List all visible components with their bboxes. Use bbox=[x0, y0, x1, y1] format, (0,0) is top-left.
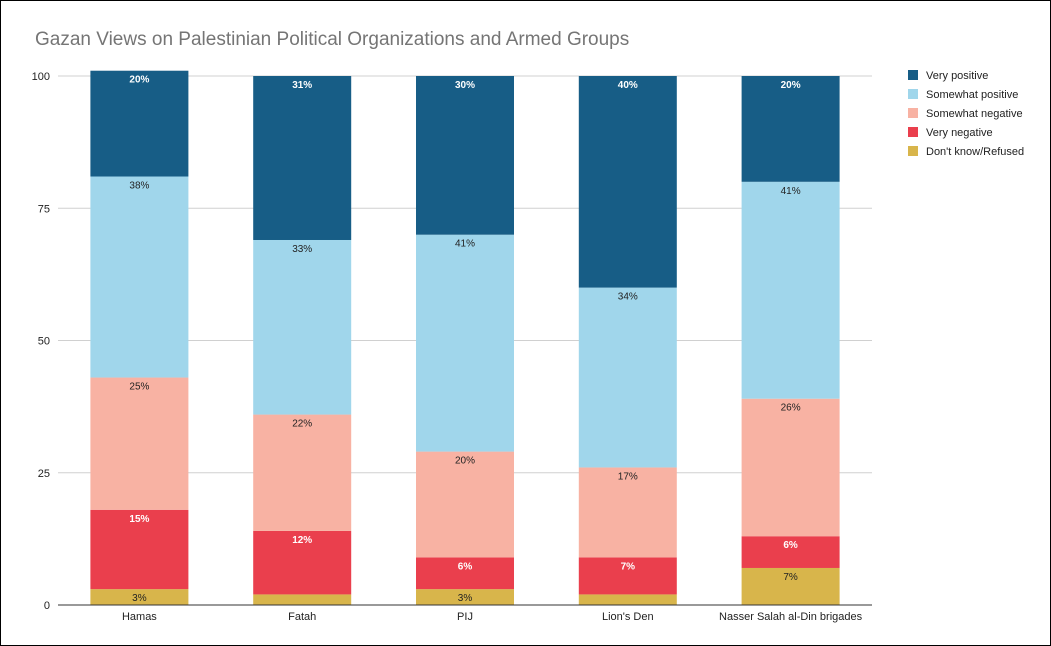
x-category-label: Fatah bbox=[288, 611, 316, 623]
bar-segment bbox=[416, 557, 514, 590]
data-label: 38% bbox=[129, 181, 149, 192]
x-category-label: Lion's Den bbox=[602, 611, 654, 623]
bar-segment bbox=[578, 557, 677, 595]
y-tick-label: 25 bbox=[38, 468, 50, 480]
data-label: 33% bbox=[292, 244, 312, 255]
data-label: 22% bbox=[292, 419, 312, 430]
data-label: 6% bbox=[783, 540, 798, 551]
bar-segment bbox=[90, 509, 189, 590]
bar-segment bbox=[741, 181, 840, 399]
bar-segment bbox=[416, 234, 514, 452]
bar-segment bbox=[416, 451, 514, 558]
x-category-label: Nasser Salah al-Din brigades bbox=[719, 611, 863, 623]
data-label: 7% bbox=[783, 572, 798, 583]
data-label: 3% bbox=[132, 593, 147, 604]
chart-title: Gazan Views on Palestinian Political Org… bbox=[35, 29, 630, 50]
bar-segment bbox=[253, 414, 352, 531]
legend-label: Somewhat negative bbox=[926, 108, 1023, 120]
data-label: 15% bbox=[129, 514, 149, 525]
legend-label: Don't know/Refused bbox=[926, 146, 1024, 158]
bar-segment bbox=[741, 76, 840, 182]
data-label: 31% bbox=[292, 80, 312, 91]
data-label: 41% bbox=[781, 186, 801, 197]
data-label: 34% bbox=[618, 292, 638, 303]
x-category-label: PIJ bbox=[457, 611, 473, 623]
data-label: 26% bbox=[781, 403, 801, 414]
data-label: 41% bbox=[455, 239, 475, 250]
bar-segment bbox=[416, 76, 514, 235]
legend-label: Somewhat positive bbox=[926, 89, 1018, 101]
bar-segment bbox=[253, 594, 352, 605]
data-label: 40% bbox=[618, 80, 638, 91]
legend-label: Very positive bbox=[926, 70, 988, 82]
data-label: 30% bbox=[455, 80, 475, 91]
bar-segment bbox=[253, 76, 352, 240]
legend-swatch bbox=[908, 146, 918, 156]
x-category-label: Hamas bbox=[122, 611, 157, 623]
legend-swatch bbox=[908, 70, 918, 80]
bar-segment bbox=[253, 239, 352, 415]
data-label: 3% bbox=[458, 593, 473, 604]
legend-swatch bbox=[908, 89, 918, 99]
bar-segment bbox=[90, 176, 189, 378]
bar-segment bbox=[578, 467, 677, 558]
data-label: 20% bbox=[455, 456, 475, 467]
data-label: 20% bbox=[129, 75, 149, 86]
bar-segment bbox=[741, 536, 840, 568]
y-tick-label: 75 bbox=[38, 203, 50, 215]
bar-segment bbox=[416, 589, 514, 605]
bar-segment bbox=[90, 377, 189, 510]
legend-swatch bbox=[908, 127, 918, 137]
bar-segment bbox=[90, 70, 189, 177]
bar-segment bbox=[578, 287, 677, 468]
data-label: 20% bbox=[781, 80, 801, 91]
data-label: 6% bbox=[458, 561, 473, 572]
legend-label: Very negative bbox=[926, 127, 993, 139]
legend-swatch bbox=[908, 108, 918, 118]
data-label: 7% bbox=[621, 561, 636, 572]
bar-segment bbox=[578, 76, 677, 288]
data-label: 17% bbox=[618, 471, 638, 482]
data-label: 12% bbox=[292, 535, 312, 546]
bar-segment bbox=[90, 589, 189, 605]
data-label: 25% bbox=[129, 382, 149, 393]
y-tick-label: 0 bbox=[44, 600, 50, 612]
y-tick-label: 100 bbox=[32, 71, 50, 83]
bar-segment bbox=[253, 530, 352, 595]
bar-segment bbox=[741, 567, 840, 605]
bar-segment bbox=[578, 594, 677, 605]
bar-segment bbox=[741, 398, 840, 537]
y-tick-label: 50 bbox=[38, 336, 50, 348]
